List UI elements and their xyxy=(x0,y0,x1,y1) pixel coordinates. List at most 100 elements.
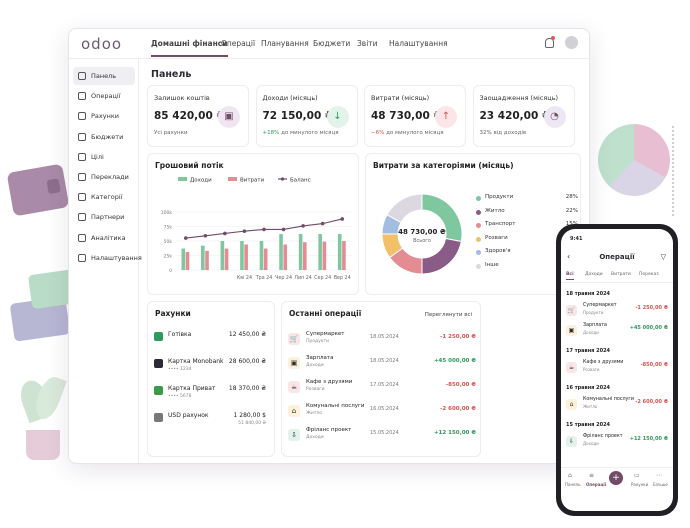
legend-row: Житло 22% xyxy=(476,208,578,218)
phone-nav-label[interactable]: Рахунки xyxy=(631,482,649,487)
sidebar-item-3[interactable]: Бюджети xyxy=(73,128,135,146)
x-tick-label: Тра 24 xyxy=(255,275,273,281)
nav-operations[interactable]: Операції xyxy=(221,39,256,48)
transaction-amount: -850,00 ₴ xyxy=(640,362,668,368)
phone-tab[interactable]: Доходи xyxy=(585,272,603,277)
transaction-icon: ☕ xyxy=(288,381,300,393)
transaction-date: 17.05.2024 xyxy=(370,382,399,388)
nav-settings[interactable]: Налаштування xyxy=(389,39,448,48)
list-icon[interactable]: ≡ xyxy=(589,472,595,479)
cash-icon xyxy=(154,332,163,341)
transaction-category: Доходи xyxy=(583,441,599,446)
phone-transaction-row[interactable]: ⇩ Фріланс проект Доходи +12 150,00 ₴ xyxy=(566,433,668,451)
transaction-date: 18.05.2024 xyxy=(370,358,399,364)
more-icon[interactable]: ⋯ xyxy=(656,472,662,479)
transaction-name: Комунальні послуги xyxy=(583,397,635,402)
bar-Витрати xyxy=(224,248,229,270)
nav-reports[interactable]: Звіти xyxy=(357,39,378,48)
phone-transaction-row[interactable]: ⌂ Комунальні послуги Житло -2 600,00 ₴ xyxy=(566,396,668,414)
line-point xyxy=(340,217,345,221)
phone-nav-label[interactable]: Панель xyxy=(565,482,581,487)
y-tick-label: 25k xyxy=(164,253,173,259)
account-row[interactable]: Готівка 12 450,00 ₴ xyxy=(154,330,266,352)
phone-transaction-row[interactable]: ☕ Кафе з друзями Розваги -850,00 ₴ xyxy=(566,359,668,377)
account-row[interactable]: Картка Monobank •••• 1234 28 600,00 ₴ xyxy=(154,357,266,379)
sidebar-item-label: Панель xyxy=(91,72,117,80)
sidebar-item-9[interactable]: Налаштування xyxy=(73,249,142,267)
sidebar-item-6[interactable]: Категорії xyxy=(73,188,135,206)
sidebar-item-5[interactable]: Переклади xyxy=(73,168,135,186)
bar-Доходи xyxy=(201,245,205,270)
filter-icon[interactable]: ▽ xyxy=(660,253,666,261)
back-icon[interactable]: ‹ xyxy=(567,252,571,261)
phone-nav-label[interactable]: Операції xyxy=(586,482,607,487)
transaction-icon: ⇩ xyxy=(566,436,577,447)
accounts-card: Рахунки Готівка 12 450,00 ₴ Картка Monoban… xyxy=(147,301,275,457)
legend-swatch xyxy=(228,177,237,181)
avatar[interactable] xyxy=(565,36,578,49)
sidebar-item-label: Партнери xyxy=(91,213,125,222)
sidebar-item-label: Категорії xyxy=(91,193,123,202)
home-icon xyxy=(78,72,86,80)
transaction-row[interactable]: ⌂ Комунальні послуги Житло 16.05.2024 -2 600… xyxy=(288,402,476,424)
phone-nav-label[interactable]: Більше xyxy=(653,482,668,487)
pie-center-value: 48 730,00 ₴ xyxy=(398,228,446,236)
sidebar-item-2[interactable]: Рахунки xyxy=(73,107,135,125)
legend-dot xyxy=(476,236,481,242)
x-tick-label: Сер 24 xyxy=(314,275,331,281)
phone-transaction-row[interactable]: 🛒 Супермаркет Продукти -1 250,00 ₴ xyxy=(566,302,668,320)
kpi-label: Заощадження (місяць) xyxy=(479,94,559,102)
bar-Доходи xyxy=(259,241,264,270)
home-icon[interactable]: ⌂ xyxy=(568,472,572,479)
transaction-row[interactable]: ⇩ Фріланс проект Доходи 15.05.2024 +12 150,0… xyxy=(288,426,476,448)
kpi-card[interactable]: Заощадження (місяць) 23 420,00 ₴ 32% від д… xyxy=(472,85,575,147)
card-icon[interactable]: ▭ xyxy=(634,472,640,479)
sidebar-item-0[interactable]: Панель xyxy=(73,67,135,85)
phone-date-header: 18 травня 2024 xyxy=(566,291,611,297)
kpi-card[interactable]: Витрати (місяць) 48 730,00 ₴ −6% до минуло… xyxy=(364,85,466,147)
bar-Доходи xyxy=(220,241,225,270)
sidebar-item-4[interactable]: Цілі xyxy=(73,148,135,166)
nav-budgets[interactable]: Бюджети xyxy=(313,39,351,48)
sidebar-item-7[interactable]: Партнери xyxy=(73,208,135,226)
sidebar-item-1[interactable]: Операції xyxy=(73,87,135,105)
transaction-row[interactable]: 🛒 Супермаркет Продукти 18.05.2024 -1 250,00 … xyxy=(288,330,476,352)
kpi-subtitle-text: Усі рахунки xyxy=(154,130,188,136)
legend-dot xyxy=(476,209,481,215)
app-logo[interactable]: odoo xyxy=(81,35,123,53)
sidebar-item-label: Аналітика xyxy=(91,233,126,242)
bar-Витрати xyxy=(342,241,346,270)
kpi-subtitle-text: до минулого місяця xyxy=(279,130,339,136)
transaction-row[interactable]: ▣ Зарплата Доходи 18.05.2024 +45 000,00 ₴ xyxy=(288,354,476,376)
y-tick-label: 75k xyxy=(164,224,173,230)
nav-home-finance[interactable]: Домашні фінанси xyxy=(151,39,228,57)
x-tick-label: Кві 24 xyxy=(237,275,252,281)
kpi-card[interactable]: Доходи (місяць) 72 150,00 ₴ +18% до минуло… xyxy=(255,85,358,147)
phone-transaction-row[interactable]: ▣ Зарплата Доходи +45 000,00 ₴ xyxy=(566,322,668,340)
transaction-row[interactable]: ☕ Кафе з друзями Розваги 17.05.2024 -850,00 … xyxy=(288,378,476,400)
kpi-card[interactable]: Залишок коштів 85 420,00 ₴ Усі рахунки ▣ xyxy=(147,85,249,147)
phone-tab[interactable]: Всі xyxy=(566,272,574,280)
phone-bottom-nav: ⌂ Панель ≡ Операції ▭ Рахунки ⋯ Більше + xyxy=(561,467,673,497)
categories-chart: 48 730,00 ₴ Всього xyxy=(381,193,463,275)
sidebar: Панель Операції Рахунки Бюджети Цілі Переклад… xyxy=(69,59,142,463)
add-button[interactable]: + xyxy=(609,471,623,485)
top-bar: odoo Домашні фінанси Операції Планування… xyxy=(69,29,589,59)
phone-tab[interactable]: Витрати xyxy=(611,272,631,277)
view-all-link[interactable]: Переглянути всі xyxy=(424,312,472,318)
legend-entry: Баланс xyxy=(290,178,311,184)
categories-icon xyxy=(78,193,86,202)
line-point xyxy=(203,233,208,238)
phone-tab[interactable]: Переказ xyxy=(639,272,659,277)
account-row[interactable]: USD рахунок 1 280,00 $ 51 840,00 ₴ xyxy=(154,411,266,433)
transaction-name: Комунальні послуги xyxy=(306,403,365,409)
y-tick-label: 50k xyxy=(164,239,173,245)
legend-label: Здоров'я xyxy=(485,248,511,254)
transaction-category: Житло xyxy=(583,404,598,409)
nav-planning[interactable]: Планування xyxy=(261,39,309,48)
line-point xyxy=(301,224,305,228)
bell-icon[interactable] xyxy=(545,38,554,48)
sidebar-item-8[interactable]: Аналітика xyxy=(73,229,135,247)
line-point xyxy=(183,236,188,240)
account-row[interactable]: Картка Приват •••• 5678 18 370,00 ₴ xyxy=(154,384,266,406)
